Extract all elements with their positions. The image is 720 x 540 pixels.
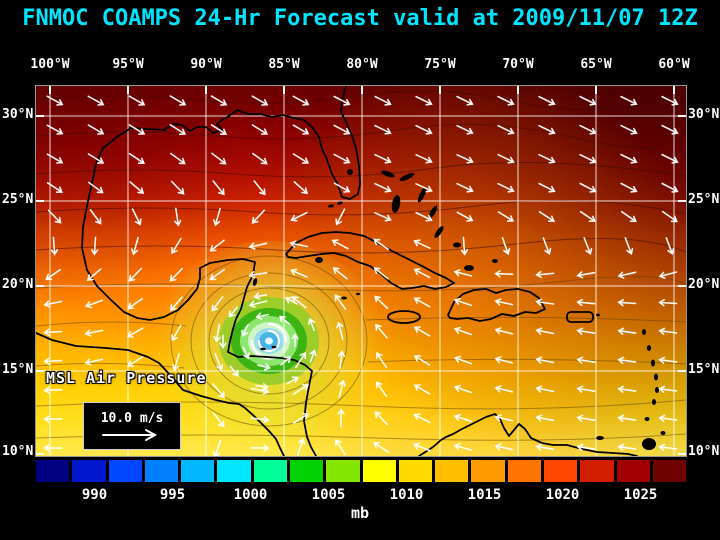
colorbar-tick-label: 995 — [159, 487, 186, 503]
cuba-outline — [285, 231, 455, 290]
isobar — [36, 276, 686, 292]
pacific-central-america-coastline — [36, 332, 285, 456]
tropical-cyclone — [170, 255, 368, 427]
isobar — [36, 90, 686, 110]
isobar — [36, 162, 686, 178]
lat-tick-label-right: 20°N — [688, 277, 720, 292]
colorbar-tick-label: 1015 — [467, 487, 502, 503]
hispaniola-outline — [447, 288, 546, 322]
lat-tick-label-left: 30°N — [2, 107, 34, 122]
lon-tick-label: 65°W — [580, 57, 612, 72]
small-islands — [252, 169, 666, 450]
forecast-map: MSL Air Pressure 10.0 m/s — [35, 85, 687, 457]
isobar — [36, 124, 686, 149]
lat-tick-label-left: 10°N — [2, 444, 34, 459]
lon-tick-label: 75°W — [424, 57, 456, 72]
colorbar-cell — [580, 460, 614, 482]
colorbar-cell — [253, 460, 287, 482]
field-label: MSL Air Pressure — [46, 369, 207, 387]
colorbar-tick-label: 1025 — [623, 487, 658, 503]
lat-tick-label-left: 20°N — [2, 277, 34, 292]
page-title: FNMOC COAMPS 24-Hr Forecast valid at 200… — [22, 6, 698, 31]
colorbar-cell — [326, 460, 360, 482]
colorbar-cell — [616, 460, 650, 482]
lat-tick-label-left: 15°N — [2, 362, 34, 377]
colorbar-cell — [144, 460, 179, 482]
colorbar-tick-label: 990 — [81, 487, 108, 503]
lon-tick-label: 70°W — [502, 57, 534, 72]
colorbar-cell — [543, 460, 578, 482]
lat-tick-label-right: 15°N — [688, 362, 720, 377]
colorbar-cell — [362, 460, 396, 482]
jamaica-outline — [387, 310, 421, 324]
colorbar-cell — [471, 460, 505, 482]
lat-tick-label-right: 25°N — [688, 192, 720, 207]
colorbar-cell — [217, 460, 251, 482]
map-canvas — [36, 86, 686, 456]
coastlines — [36, 86, 666, 456]
pressure-field — [36, 86, 686, 456]
lon-tick-label: 95°W — [112, 57, 144, 72]
isobar — [36, 316, 686, 327]
colorbar-tick-label: 1005 — [311, 487, 346, 503]
colorbar-cell — [652, 460, 687, 482]
lon-tick-label: 90°W — [190, 57, 222, 72]
lon-tick-label: 100°W — [30, 57, 70, 72]
colorbar-tick-label: 1000 — [233, 487, 268, 503]
colorbar-cell — [435, 460, 469, 482]
isobar — [36, 358, 686, 369]
wind-scale-legend: 10.0 m/s — [83, 402, 181, 450]
wind-vector-field — [43, 95, 679, 456]
colorbar-cell — [181, 460, 215, 482]
lon-tick-label: 60°W — [658, 57, 690, 72]
colorbar-cell — [289, 460, 324, 482]
lat-tick-label-right: 10°N — [688, 444, 720, 459]
gulf-mexico-central-america-coastline — [81, 86, 361, 456]
pressure-colorbar — [36, 460, 687, 482]
colorbar-tick-label: 1020 — [545, 487, 580, 503]
south-america-coastline — [418, 413, 638, 456]
graticule — [36, 86, 686, 456]
colorbar-cell — [36, 460, 70, 482]
lon-tick-label: 80°W — [346, 57, 378, 72]
wind-scale-value: 10.0 m/s — [100, 410, 164, 426]
puerto-rico-outline — [566, 311, 594, 323]
colorbar-cell — [398, 460, 433, 482]
lat-tick-label-left: 25°N — [2, 192, 34, 207]
lat-tick-label-right: 30°N — [688, 107, 720, 122]
colorbar-cell — [507, 460, 541, 482]
colorbar-tick-label: 1010 — [389, 487, 424, 503]
isobar — [36, 238, 686, 254]
colorbar-cell — [108, 460, 142, 482]
wind-scale-arrow-icon — [102, 428, 158, 441]
colorbar-unit: mb — [350, 504, 370, 522]
lon-tick-label: 85°W — [268, 57, 300, 72]
colorbar-cell — [72, 460, 106, 482]
